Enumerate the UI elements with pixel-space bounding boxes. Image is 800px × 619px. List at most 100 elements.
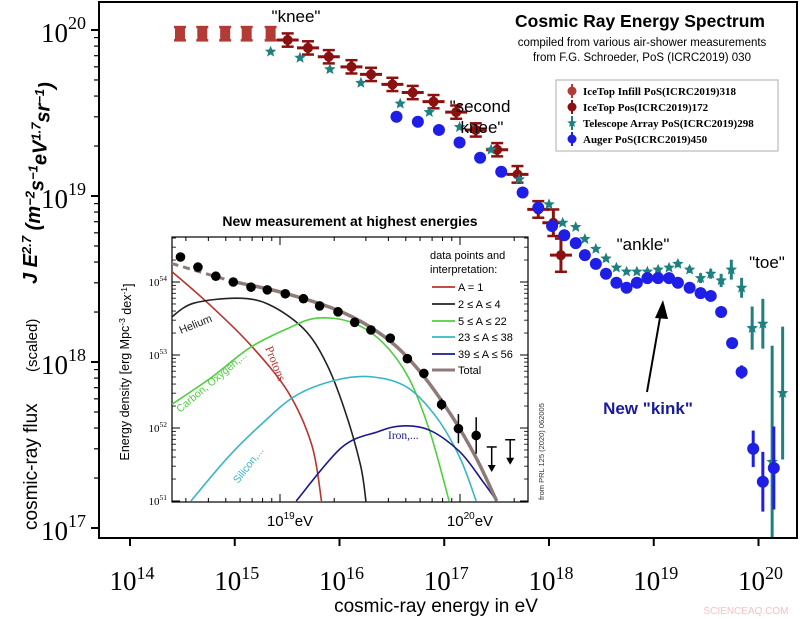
inset-legend-a1: A = 1 xyxy=(458,282,483,294)
data-point xyxy=(558,229,571,242)
tick-exponent: 51 xyxy=(160,493,168,502)
tick-exponent: 18 xyxy=(556,563,574,583)
curve-cno xyxy=(172,316,450,502)
data-point xyxy=(630,276,643,289)
inset-chart: New measurement at highest energies 10 51… xyxy=(117,213,546,530)
tick-exponent: 19 xyxy=(284,511,296,522)
main-ticks: 1014 1015 1016 1017 1018 1019 1020101710181019… xyxy=(41,13,783,596)
data-point xyxy=(757,317,769,329)
inset-data-point xyxy=(419,368,429,379)
tick-exponent: 18 xyxy=(68,345,86,365)
y-tick-label: 1018 xyxy=(41,345,86,380)
inset-data-point xyxy=(471,430,481,441)
kink-arrow-shaft xyxy=(646,311,662,393)
series-icetop-infill xyxy=(173,25,277,42)
data-point xyxy=(735,281,748,293)
curve-protons xyxy=(172,270,323,502)
data-point xyxy=(302,42,313,53)
tick-base: 10 xyxy=(110,566,137,596)
data-point xyxy=(672,257,684,269)
data-point xyxy=(390,110,403,123)
inset-y-tick-label: 1052 xyxy=(149,420,168,435)
data-point xyxy=(513,173,525,185)
data-point xyxy=(324,63,336,75)
curve-silicon xyxy=(190,375,477,502)
tick-exponent: 20 xyxy=(68,13,86,33)
data-point xyxy=(620,281,633,294)
data-point xyxy=(766,455,778,467)
tick-exponent: 20 xyxy=(765,563,783,583)
tick-base: 10 xyxy=(214,566,241,596)
data-point xyxy=(495,165,508,178)
y-tick-label: 1020 xyxy=(41,13,86,48)
text-run: J E xyxy=(20,253,42,284)
inset-title: New measurement at highest energies xyxy=(222,213,477,229)
data-point xyxy=(704,289,717,302)
data-point xyxy=(683,263,696,275)
data-point xyxy=(694,272,707,283)
x-tick-label: 1019 xyxy=(633,563,678,596)
tick-base: 10 xyxy=(424,566,451,596)
y-tick-label: 1017 xyxy=(41,511,86,546)
data-point xyxy=(746,322,758,333)
inset-data-point xyxy=(175,252,186,262)
inset-data-point xyxy=(314,301,325,311)
series-telescope-array xyxy=(264,45,789,537)
x-tick-label: 1020 xyxy=(738,563,783,596)
data-point xyxy=(492,144,503,155)
y-axis-formula: J E2.7​ (m−2​s−1​eV1.7​sr−1​) xyxy=(19,82,58,284)
legend-label-icetop: IceTop Pos(ICRC2019)172 xyxy=(583,102,709,114)
inset-data-point xyxy=(436,399,447,410)
data-point xyxy=(756,475,769,488)
inset-y-axis-label: Energy density [erg Mpc-3​ dex-1​] xyxy=(117,283,135,460)
x-tick-label: 1017 xyxy=(424,563,469,596)
data-point xyxy=(569,237,582,250)
series-auger xyxy=(390,110,780,512)
data-point xyxy=(556,216,569,228)
data-point xyxy=(323,51,334,62)
annotation-new-kink: New "kink" xyxy=(603,399,693,418)
tick-base: 10 xyxy=(149,277,161,289)
data-point xyxy=(432,123,445,136)
inset-data-point xyxy=(298,293,309,304)
tick-base: 10 xyxy=(41,350,68,380)
data-point xyxy=(485,143,497,155)
down-arrow-icon xyxy=(506,457,515,465)
inset-legend-a39-56: 39 ≤ A ≤ 56 xyxy=(458,349,513,361)
inset-legend-a23-38: 23 ≤ A ≤ 38 xyxy=(458,332,513,344)
tick-exponent: 19 xyxy=(68,179,86,199)
inset-x-tick-label: 1020eV xyxy=(447,511,493,530)
data-point xyxy=(747,442,760,455)
data-point xyxy=(725,263,737,275)
data-point xyxy=(453,136,466,149)
data-point xyxy=(683,281,696,294)
tick-exponent: 52 xyxy=(160,420,168,429)
annotation-second-knee-line1: "second xyxy=(450,97,511,116)
inset-data-point xyxy=(211,271,221,282)
data-point xyxy=(546,219,559,232)
data-point xyxy=(423,106,435,117)
data-point xyxy=(197,27,208,40)
tick-base: 10 xyxy=(267,513,284,530)
data-point xyxy=(652,272,665,285)
inset-legend-title-2: interpretation: xyxy=(430,264,497,276)
data-point xyxy=(294,51,306,63)
text-run: (m xyxy=(23,206,45,236)
superscript: −1 xyxy=(32,89,47,104)
text-run: Energy density [erg Mpc xyxy=(118,326,132,461)
inset-source-note: from PRL 125 (2020) 062005 xyxy=(537,403,546,500)
data-point xyxy=(407,87,418,98)
data-point xyxy=(705,267,717,279)
legend-label-auger: Auger PoS(ICRC2019)450 xyxy=(583,134,708,146)
annotation-knee: "knee" xyxy=(272,7,321,26)
curve-label-iron: Iron,... xyxy=(388,430,419,442)
inset-legend-title-1: data points and xyxy=(430,250,505,262)
data-point xyxy=(694,287,707,300)
legend-circle-icon xyxy=(567,102,577,112)
tick-base: 10 xyxy=(633,566,660,596)
data-point xyxy=(715,274,727,286)
kink-arrow-head-icon xyxy=(655,300,668,319)
data-point xyxy=(579,233,591,244)
inset-legend-total: Total xyxy=(458,365,481,377)
inset-data-point xyxy=(280,288,291,299)
